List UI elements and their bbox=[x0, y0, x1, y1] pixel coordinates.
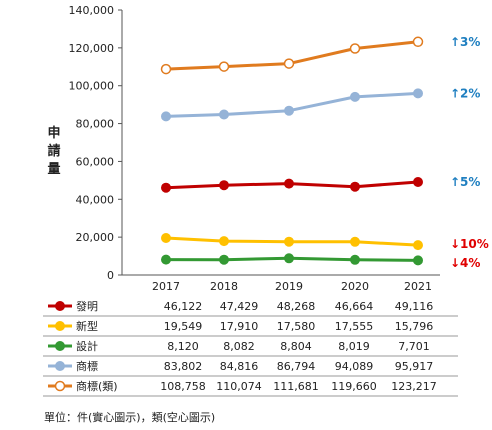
table-cell: 108,758 bbox=[160, 380, 206, 393]
data-point bbox=[219, 180, 229, 191]
change-annotation: ↑2% bbox=[450, 86, 480, 100]
table-cell: 8,019 bbox=[338, 340, 370, 353]
data-point bbox=[161, 233, 171, 243]
legend-label: 發明 bbox=[76, 299, 98, 313]
table-cell: 110,074 bbox=[216, 380, 262, 393]
legend-marker bbox=[55, 321, 65, 331]
legend-label: 商標(類) bbox=[76, 379, 118, 393]
table-cell: 48,268 bbox=[277, 300, 316, 313]
legend-marker bbox=[54, 380, 66, 392]
data-point bbox=[161, 111, 171, 122]
table-cell: 119,660 bbox=[331, 380, 377, 393]
change-annotation: ↑5% bbox=[450, 175, 480, 189]
data-point bbox=[219, 236, 229, 247]
y-tick-label: 0 bbox=[107, 269, 114, 282]
data-point bbox=[219, 109, 229, 120]
legend-marker bbox=[55, 361, 65, 371]
data-point bbox=[413, 177, 423, 187]
data-point bbox=[219, 254, 229, 265]
y-axis-title-char: 請 bbox=[47, 143, 60, 159]
change-annotation: ↑3% bbox=[450, 35, 480, 49]
legend-marker bbox=[55, 301, 65, 311]
data-point bbox=[350, 91, 360, 102]
table-cell: 111,681 bbox=[273, 380, 319, 393]
x-tick-label: 2021 bbox=[404, 280, 432, 293]
legend-label: 新型 bbox=[76, 319, 98, 333]
data-point bbox=[349, 43, 361, 54]
y-tick-label: 60,000 bbox=[76, 155, 115, 168]
table-cell: 123,217 bbox=[391, 380, 437, 393]
data-point bbox=[350, 181, 360, 192]
table-cell: 17,910 bbox=[220, 320, 259, 333]
table-cell: 15,796 bbox=[395, 320, 434, 333]
x-tick-label: 2018 bbox=[210, 280, 238, 293]
data-point bbox=[412, 36, 424, 48]
change-annotation: ↓4% bbox=[450, 256, 480, 270]
table-cell: 17,580 bbox=[277, 320, 316, 333]
table-cell: 8,082 bbox=[223, 340, 255, 353]
y-axis-title-char: 申 bbox=[47, 125, 60, 141]
table-cell: 46,122 bbox=[164, 300, 203, 313]
data-point bbox=[283, 58, 295, 69]
table-cell: 95,917 bbox=[395, 360, 434, 373]
table-cell: 46,664 bbox=[335, 300, 374, 313]
table-cell: 84,816 bbox=[220, 360, 259, 373]
x-tick-label: 2017 bbox=[152, 280, 180, 293]
table-cell: 7,701 bbox=[398, 340, 430, 353]
table-cell: 19,549 bbox=[164, 320, 203, 333]
data-point bbox=[161, 254, 171, 265]
table-cell: 47,429 bbox=[220, 300, 259, 313]
y-tick-label: 20,000 bbox=[76, 231, 115, 244]
y-axis-title-char: 量 bbox=[47, 162, 60, 177]
legend-marker bbox=[55, 341, 65, 351]
data-point bbox=[350, 236, 360, 247]
table-cell: 49,116 bbox=[395, 300, 434, 313]
x-tick-label: 2019 bbox=[275, 280, 303, 293]
table-cell: 8,804 bbox=[280, 340, 312, 353]
y-tick-label: 140,000 bbox=[69, 4, 115, 17]
data-point bbox=[160, 63, 172, 75]
data-point bbox=[413, 88, 423, 99]
data-point bbox=[284, 253, 294, 264]
data-point bbox=[161, 182, 171, 193]
footnote: 單位：件(實心圖示)，類(空心圖示) bbox=[44, 410, 215, 424]
y-tick-label: 40,000 bbox=[76, 193, 115, 206]
data-point bbox=[284, 236, 294, 247]
data-point bbox=[413, 240, 423, 251]
data-point bbox=[413, 255, 423, 266]
y-tick-label: 100,000 bbox=[69, 80, 115, 93]
data-point bbox=[284, 178, 294, 189]
table-cell: 17,555 bbox=[335, 320, 374, 333]
legend-label: 設計 bbox=[76, 339, 98, 353]
legend-label: 商標 bbox=[76, 359, 98, 373]
y-tick-label: 120,000 bbox=[69, 42, 115, 55]
data-point bbox=[350, 254, 360, 265]
table-cell: 83,802 bbox=[164, 360, 203, 373]
y-tick-label: 80,000 bbox=[76, 118, 115, 131]
x-tick-label: 2020 bbox=[341, 280, 369, 293]
table-cell: 94,089 bbox=[335, 360, 374, 373]
table-cell: 86,794 bbox=[277, 360, 316, 373]
table-cell: 8,120 bbox=[167, 340, 199, 353]
data-point bbox=[218, 61, 230, 72]
data-point bbox=[284, 105, 294, 116]
change-annotation: ↓10% bbox=[450, 237, 489, 251]
